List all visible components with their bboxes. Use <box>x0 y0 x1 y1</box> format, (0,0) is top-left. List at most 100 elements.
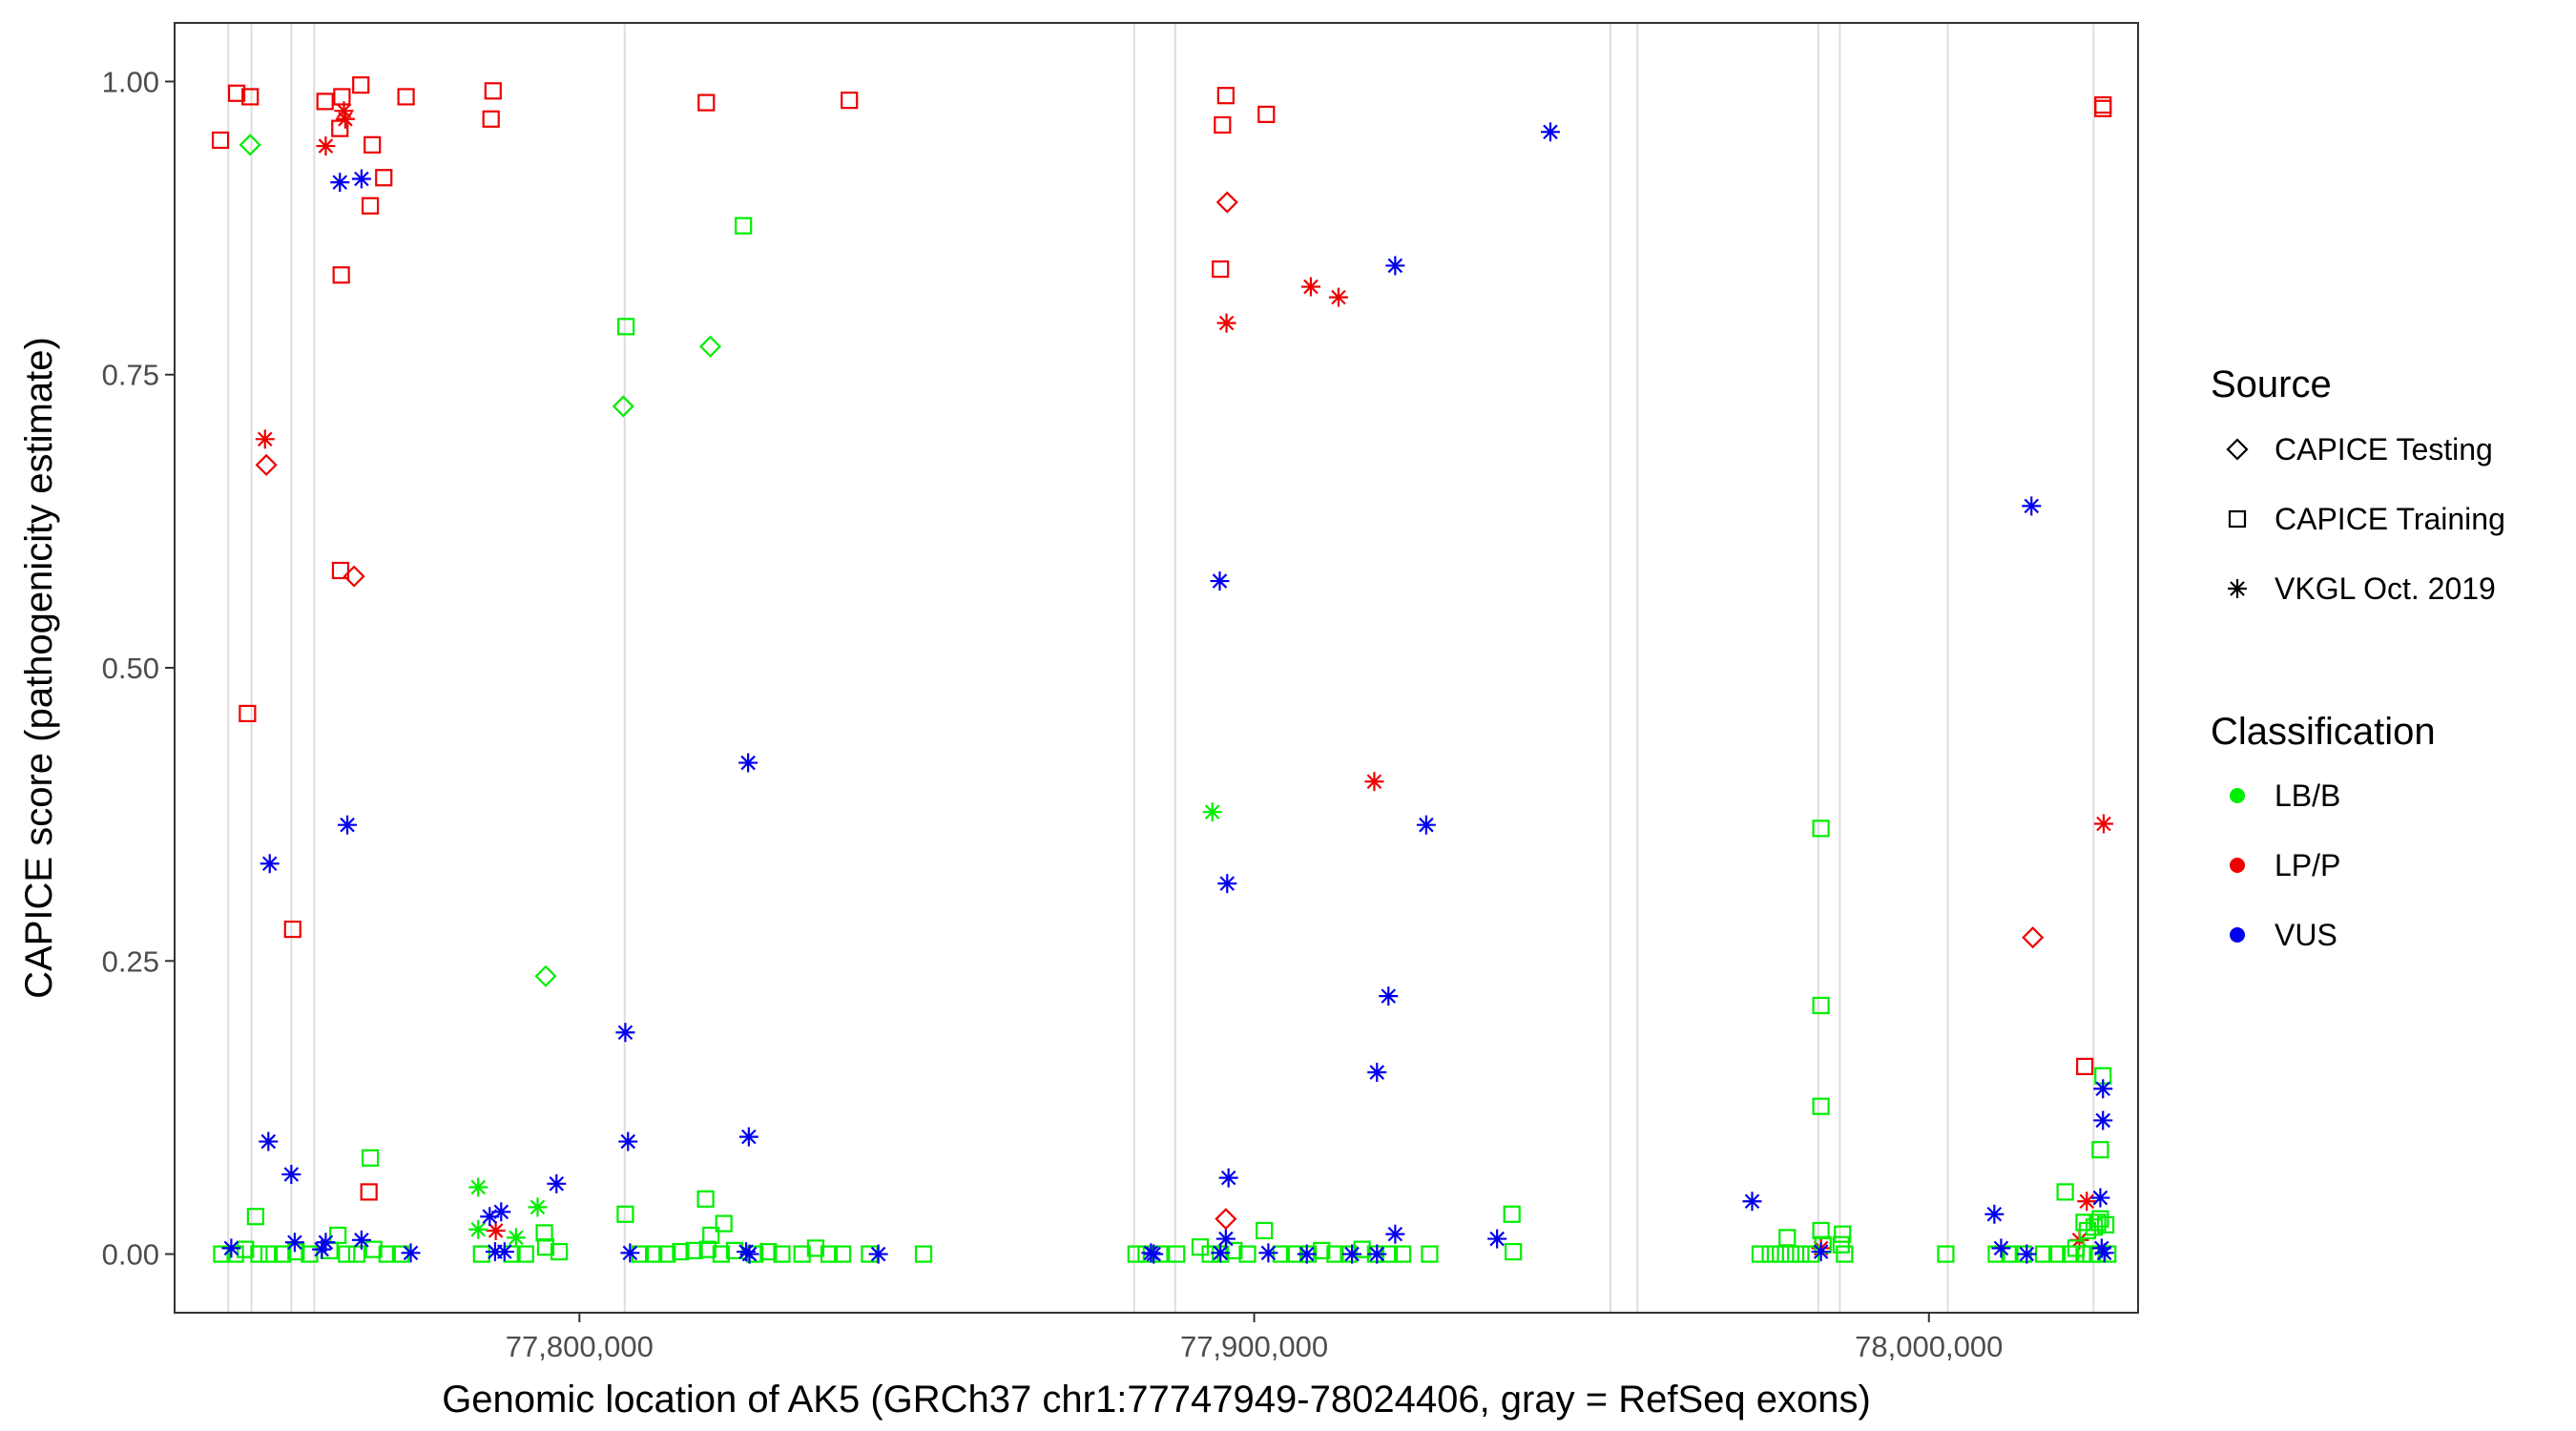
data-point-4-19 <box>338 1245 356 1263</box>
data-point-4-38 <box>759 1242 778 1261</box>
data-point-6-8 <box>260 854 280 874</box>
data-point-6-13 <box>259 1131 279 1151</box>
x-tick-label-0: 77,800,000 <box>506 1330 654 1363</box>
data-point-4-46 <box>1127 1245 1145 1263</box>
data-point-4-84 <box>1937 1245 1955 1263</box>
data-point-6-30 <box>620 1243 640 1263</box>
data-point-0-22 <box>1257 105 1276 123</box>
data-point-2-4 <box>1216 313 1236 333</box>
data-point-5-0 <box>468 1177 488 1197</box>
data-point-0-3 <box>316 93 334 111</box>
data-point-4-36 <box>725 1241 744 1259</box>
data-point-6-15 <box>738 1127 758 1147</box>
legend-class-key-0 <box>2230 788 2245 803</box>
data-point-6-39 <box>1297 1244 1317 1264</box>
data-point-0-6 <box>397 88 415 106</box>
data-point-4-35 <box>712 1245 730 1263</box>
data-point-0-4 <box>333 88 351 106</box>
data-point-6-41 <box>1367 1244 1387 1264</box>
legend-class-label-0: LB/B <box>2275 778 2340 813</box>
data-point-0-19 <box>360 1183 378 1201</box>
data-point-0-17 <box>239 704 257 723</box>
data-point-0-12 <box>364 135 382 154</box>
data-point-4-54 <box>1238 1245 1257 1263</box>
data-point-4-33 <box>685 1241 703 1259</box>
data-point-0-13 <box>375 169 393 187</box>
data-point-6-7 <box>1416 815 1436 835</box>
data-point-4-6 <box>715 1214 733 1233</box>
legend-source-key-2 <box>2228 579 2247 598</box>
data-point-4-100 <box>2091 1141 2109 1159</box>
data-point-6-51 <box>2090 1188 2110 1208</box>
legend-source-key-1 <box>2228 509 2247 529</box>
y-tick-label-0: 0.00 <box>102 1238 159 1272</box>
data-point-4-30 <box>645 1245 663 1263</box>
data-point-6-20 <box>480 1207 500 1227</box>
data-point-6-16 <box>281 1164 301 1184</box>
legend: Source Classification CAPICE Testing CAPI… <box>2211 363 2505 952</box>
data-point-0-8 <box>482 110 500 128</box>
data-point-6-53 <box>2094 1243 2114 1263</box>
data-point-6-50 <box>2093 1110 2113 1130</box>
data-point-4-81 <box>1834 1225 1852 1243</box>
data-point-6-46 <box>1991 1238 2011 1258</box>
data-point-4-67 <box>1503 1205 1521 1223</box>
data-point-2-5 <box>1300 277 1320 297</box>
data-point-6-3 <box>1385 256 1405 276</box>
data-point-6-12 <box>1367 1063 1387 1083</box>
y-tick-label-3: 0.75 <box>102 359 159 392</box>
data-point-4-99 <box>2091 1210 2109 1228</box>
data-point-4-104 <box>2099 1245 2117 1263</box>
x-tick-label-2: 78,000,000 <box>1855 1330 2003 1363</box>
data-point-4-28 <box>551 1242 569 1261</box>
data-point-6-4 <box>1210 571 1230 591</box>
data-point-6-36 <box>1211 1243 1231 1263</box>
data-point-6-1 <box>351 169 371 189</box>
data-point-4-75 <box>1778 1229 1797 1247</box>
data-point-0-20 <box>1216 87 1235 105</box>
data-point-5-3 <box>506 1228 526 1248</box>
data-point-4-40 <box>793 1245 811 1263</box>
data-point-1-2 <box>1215 191 1238 214</box>
data-point-4-5 <box>696 1190 715 1208</box>
data-point-6-29 <box>494 1242 514 1262</box>
data-point-3-2 <box>698 335 722 358</box>
data-point-4-24 <box>472 1245 490 1263</box>
data-point-4-56 <box>1272 1245 1290 1263</box>
data-point-4-39 <box>773 1245 791 1263</box>
data-point-6-17 <box>1218 1168 1238 1188</box>
legend-source-label-1: CAPICE Training <box>2275 502 2505 536</box>
data-point-4-2 <box>361 1149 380 1167</box>
data-point-6-2 <box>1541 122 1561 142</box>
data-point-6-0 <box>330 173 350 193</box>
data-point-4-83 <box>1836 1245 1854 1263</box>
data-point-4-20 <box>347 1245 366 1263</box>
data-point-4-71 <box>1772 1245 1790 1263</box>
data-point-4-0 <box>617 318 635 336</box>
data-point-6-48 <box>2017 1244 2037 1264</box>
data-point-6-9 <box>1217 874 1237 894</box>
y-axis-title: CAPICE score (pathogenicity estimate) <box>18 337 60 999</box>
data-point-6-35 <box>1144 1244 1164 1264</box>
data-point-4-78 <box>1812 1097 1830 1115</box>
data-point-3-0 <box>239 134 261 156</box>
data-point-4-93 <box>2056 1183 2074 1201</box>
data-point-4-10 <box>213 1245 231 1263</box>
data-point-6-10 <box>1379 986 1399 1006</box>
data-point-4-12 <box>237 1240 255 1258</box>
data-point-4-22 <box>378 1245 396 1263</box>
data-point-2-10 <box>2077 1192 2097 1212</box>
plot-panel-background <box>175 23 2138 1313</box>
data-point-6-5 <box>738 753 758 773</box>
data-point-1-1 <box>343 565 365 588</box>
data-point-4-13 <box>250 1245 268 1263</box>
data-point-4-68 <box>1505 1242 1523 1261</box>
data-point-4-34 <box>698 1240 717 1258</box>
data-point-3-1 <box>612 395 634 418</box>
data-point-0-9 <box>697 93 716 112</box>
data-point-4-11 <box>226 1245 244 1263</box>
data-point-4-41 <box>806 1239 824 1257</box>
data-point-4-65 <box>1394 1245 1412 1263</box>
data-point-4-45 <box>914 1245 933 1263</box>
